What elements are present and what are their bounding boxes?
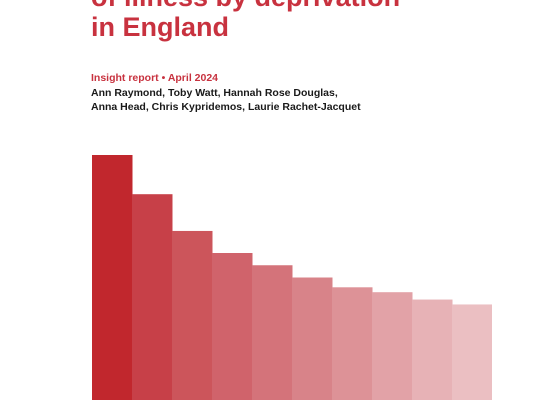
- report-date: April 2024: [167, 72, 219, 84]
- decorative-bar-7: [332, 287, 373, 400]
- author-line-2: Anna Head, Chris Kypridemos, Laurie Rach…: [91, 101, 361, 113]
- decorative-bar-9: [412, 299, 453, 400]
- decorative-bar-5: [252, 265, 293, 400]
- decorative-bar-6: [292, 277, 333, 400]
- decorative-bar-1: [92, 155, 133, 400]
- decorative-bar-10: [452, 304, 492, 400]
- decorative-bar-4: [212, 253, 253, 400]
- report-title-line-2: in England: [91, 12, 229, 42]
- decorative-bar-3: [172, 230, 213, 400]
- decorative-bar-graphic: [92, 150, 492, 400]
- author-list: Ann Raymond, Toby Watt, Hannah Rose Doug…: [91, 86, 361, 114]
- report-meta: Insight report • April 2024: [91, 72, 218, 85]
- decorative-bar-8: [372, 292, 413, 400]
- decorative-bar-svg: [92, 155, 492, 400]
- decorative-bar-2: [132, 194, 173, 400]
- meta-separator: •: [161, 72, 166, 84]
- report-title-line-1: of illness by deprivation: [91, 0, 400, 12]
- author-line-1: Ann Raymond, Toby Watt, Hannah Rose Doug…: [91, 87, 338, 99]
- report-type: Insight report: [91, 72, 159, 84]
- report-title: of illness by deprivation in England: [91, 0, 400, 42]
